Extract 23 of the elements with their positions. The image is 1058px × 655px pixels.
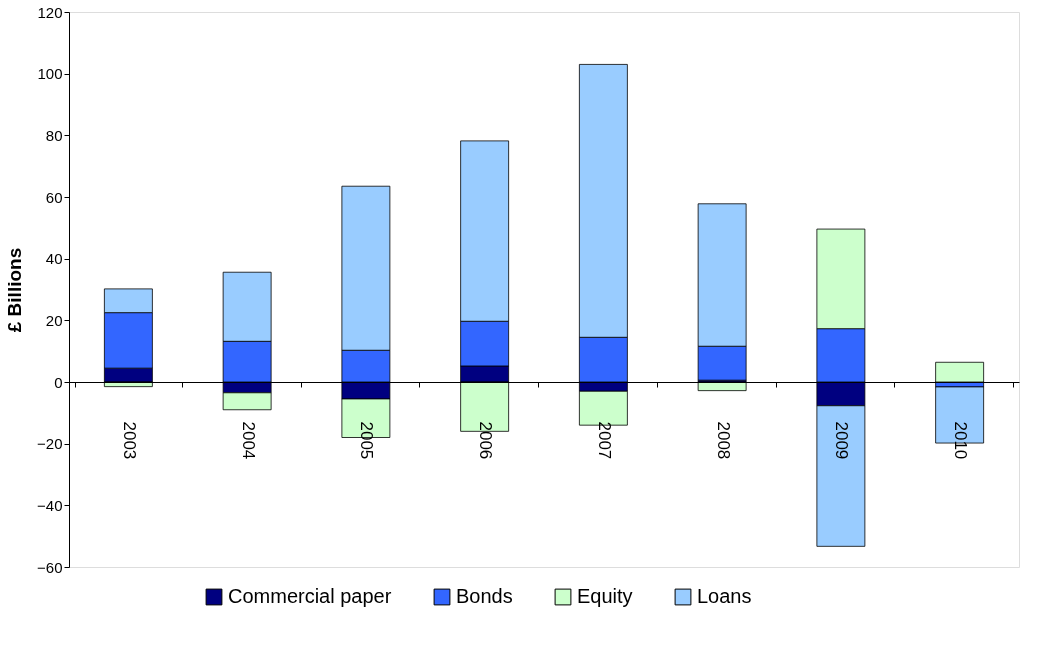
y-tick-label: −20 [37,435,63,453]
x-tick-label: 2010 [951,421,971,460]
legend-label: Commercial paper [228,585,392,607]
y-tick-label: 100 [37,65,63,83]
x-tick-label: 2006 [476,421,496,460]
y-tick-label: 120 [37,3,63,21]
legend-label: Loans [697,585,752,607]
y-tick-label: 60 [45,188,63,206]
x-tick-label: 2007 [594,421,614,460]
x-tick-label: 2009 [832,421,852,460]
legend-label: Equity [577,585,633,607]
y-tick-label: 20 [45,311,63,329]
y-tick-label: 80 [45,126,63,144]
y-tick-label: −40 [37,496,63,514]
x-tick-label: 2005 [357,421,377,460]
x-tick-label: 2004 [238,421,258,460]
x-tick-label: 2003 [119,421,139,460]
y-tick-label: 40 [45,250,63,268]
y-tick-label: 0 [54,373,63,391]
x-tick-label: 2008 [713,421,733,460]
legend-label: Bonds [456,585,513,607]
y-axis-title: £ Billions [4,247,26,333]
y-tick-label: −60 [37,558,63,576]
